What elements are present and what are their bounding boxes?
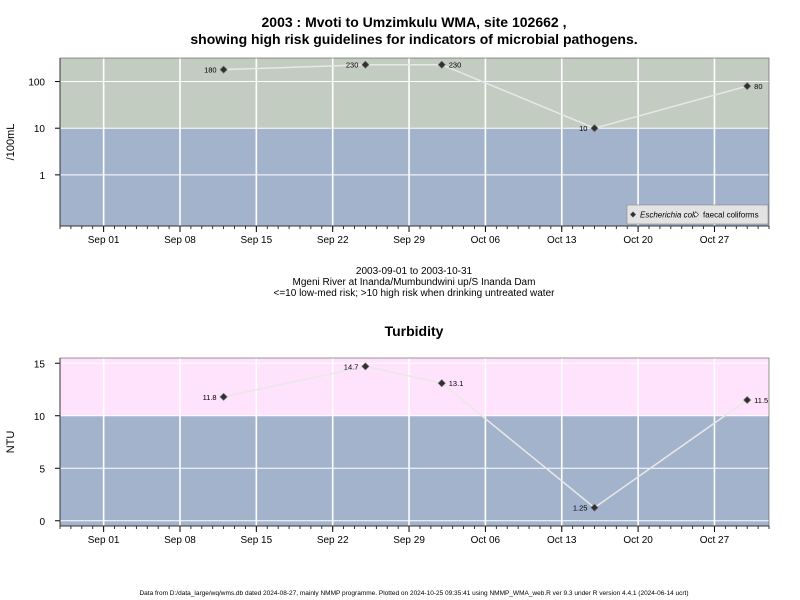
y-tick-label: 15: [34, 359, 46, 370]
data-point: [361, 60, 370, 69]
data-point: [437, 60, 446, 69]
data-label: 14.7: [344, 362, 359, 371]
y-tick-label: 5: [39, 464, 45, 475]
x-tick-label: Sep 08: [164, 535, 196, 546]
plot-border: [59, 357, 770, 527]
y-tick-label: 0: [39, 517, 45, 528]
x-tick-label: Sep 15: [240, 235, 272, 246]
chart2-title: Turbidity: [385, 323, 444, 339]
x-tick-label: Oct 13: [547, 535, 577, 546]
legend-marker: [630, 211, 636, 218]
x-tick-label: Oct 27: [700, 235, 730, 246]
x-tick-label: Sep 15: [240, 535, 272, 546]
chart1-microbial: Sep 01 Sep 08 Sep 15 Sep 22 Sep 29 Oct 06 Oct …: [5, 57, 770, 246]
chart1-title-line2: showing high risk guidelines for indicat…: [190, 31, 637, 47]
y-tick-label: 10: [34, 412, 46, 423]
x-tick-label: Oct 27: [700, 535, 730, 546]
x-tick-label: Sep 29: [393, 235, 425, 246]
x-tick-label: Sep 01: [88, 535, 120, 546]
x-tick-label: Sep 22: [317, 235, 349, 246]
y-tick-label: 1: [39, 171, 45, 182]
legend-marker: [693, 211, 699, 218]
data-point: [219, 65, 228, 74]
x-tick-label: Oct 06: [471, 535, 501, 546]
x-tick-label: Oct 13: [547, 235, 577, 246]
x-tick-label: Oct 20: [623, 535, 653, 546]
data-label: 11.8: [203, 393, 217, 402]
chart2-turbidity: Sep 01 Sep 08 Sep 15 Sep 22 Sep 29 Oct 06 Oct …: [5, 357, 770, 546]
low-risk-band: [60, 415, 769, 526]
legend: Escherichia coli faecal coliforms: [626, 204, 769, 225]
date-range-caption: 2003-09-01 to 2003-10-31: [356, 266, 473, 277]
x-tick-label: Oct 06: [471, 235, 501, 246]
y-tick-label: 100: [28, 78, 45, 89]
data-label: 1.25: [573, 504, 588, 513]
chart1-title-line1: 2003 : Mvoti to Umzimkulu WMA, site 1026…: [262, 14, 567, 30]
data-label: 180: [204, 66, 217, 75]
risk-caption: <=10 low-med risk; >10 high risk when dr…: [274, 288, 556, 299]
data-label: 11.5: [754, 396, 768, 405]
x-tick-label: Oct 20: [623, 235, 653, 246]
data-point: [590, 503, 599, 512]
legend-entry: Escherichia coli: [640, 211, 696, 220]
data-point: [743, 82, 752, 91]
footer-note: Data from D:/data_large/wq/wms.db dated …: [139, 590, 688, 597]
high-risk-band: [60, 58, 769, 129]
data-label: 13.1: [449, 379, 464, 388]
data-point: [361, 362, 370, 371]
y-axis-label: /100mL: [5, 124, 17, 161]
data-point: [219, 392, 228, 401]
x-tick-label: Sep 08: [164, 235, 196, 246]
x-tick-label: Sep 01: [88, 235, 120, 246]
site-caption: Mgeni River at Inanda/Mumbundwini up/S I…: [293, 277, 536, 288]
x-tick-label: Sep 22: [317, 535, 349, 546]
high-risk-band: [60, 358, 769, 416]
data-label: 10: [579, 124, 587, 133]
data-label: 230: [449, 61, 462, 70]
data-point: [437, 379, 446, 388]
data-label: 230: [346, 61, 359, 70]
grid-lines: [60, 58, 769, 226]
y-axis-label: NTU: [5, 431, 17, 454]
legend-entry: faecal coliforms: [703, 211, 759, 220]
data-point: [590, 124, 599, 133]
data-point: [743, 395, 752, 405]
y-tick-label: 10: [34, 124, 46, 135]
x-tick-label: Sep 29: [393, 535, 425, 546]
plot-border: [59, 57, 770, 227]
data-label: 80: [754, 82, 762, 91]
